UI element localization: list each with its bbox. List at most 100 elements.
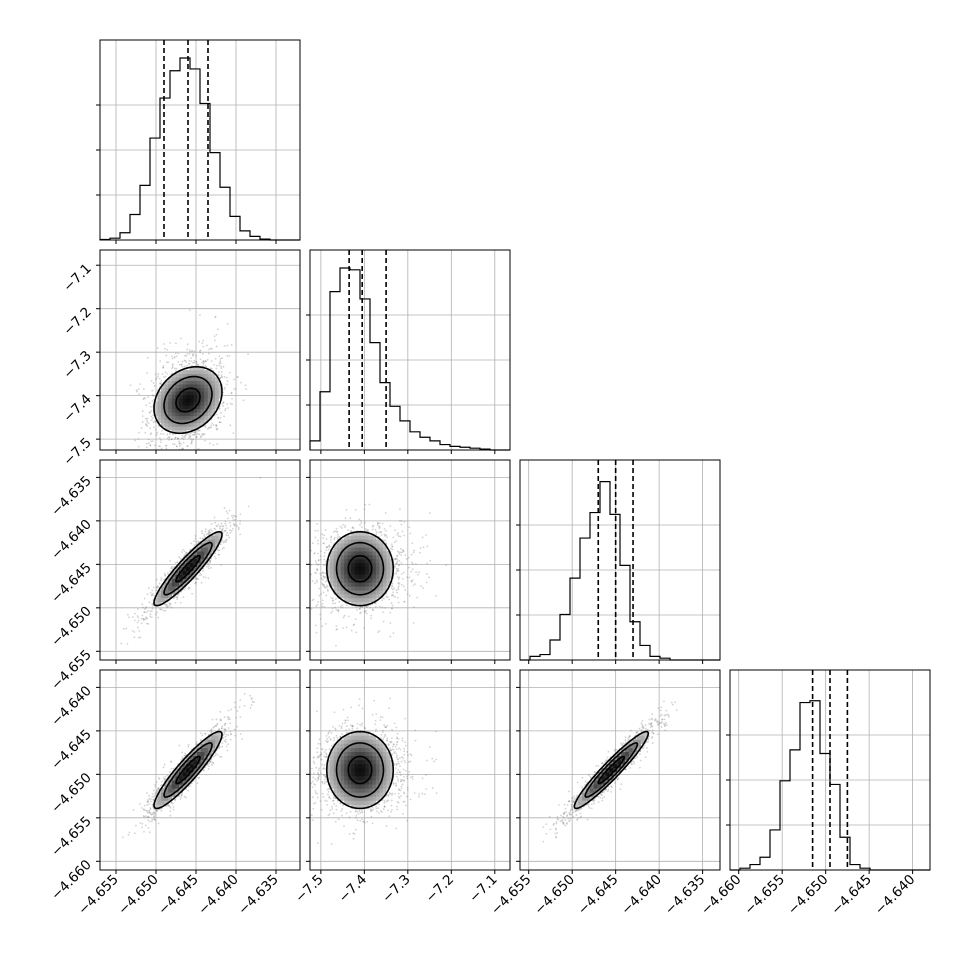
scatter-point — [233, 378, 235, 381]
scatter-point — [171, 366, 174, 369]
scatter-point — [175, 367, 178, 370]
scatter-point — [209, 560, 212, 562]
scatter-point — [411, 568, 414, 571]
scatter-point — [324, 586, 327, 589]
density-cell — [347, 586, 352, 591]
scatter-point — [188, 348, 191, 351]
scatter-point — [404, 589, 406, 591]
density-cell — [182, 562, 187, 568]
scatter-point — [215, 424, 218, 427]
scatter-point — [395, 540, 398, 542]
scatter-point — [218, 421, 221, 424]
scatter-point — [215, 423, 218, 426]
scatter-point — [422, 587, 424, 589]
contour-line — [335, 541, 385, 596]
scatter-point — [212, 423, 215, 426]
scatter-point — [208, 530, 211, 532]
scatter-point — [186, 433, 189, 435]
density-cell — [379, 574, 384, 579]
scatter-point — [172, 566, 175, 568]
scatter-point — [311, 580, 314, 583]
density-cell — [358, 539, 363, 544]
scatter-point — [228, 354, 231, 357]
scatter-point — [225, 527, 228, 530]
scatter-point — [193, 350, 196, 353]
scatter-point — [144, 423, 147, 426]
density-cell — [368, 594, 373, 599]
scatter-point — [310, 607, 313, 610]
scatter-point — [412, 551, 415, 554]
scatter-point — [164, 574, 167, 576]
scatter-point — [397, 535, 400, 537]
scatter-point — [386, 536, 388, 539]
density-cell — [361, 531, 366, 536]
density-cell — [197, 551, 201, 556]
scatter-point — [226, 355, 229, 357]
scatter-point — [391, 607, 394, 610]
scatter-point — [219, 543, 222, 546]
density-cell — [157, 598, 162, 603]
scatter-point — [296, 576, 298, 578]
scatter-point — [328, 544, 331, 547]
scatter-point — [192, 361, 194, 364]
density-cell — [182, 422, 187, 427]
scatter-point — [166, 450, 168, 452]
scatter-point — [204, 530, 207, 533]
density-cell — [358, 570, 363, 575]
scatter-point — [209, 561, 211, 564]
scatter-point — [435, 594, 438, 597]
density-cell — [337, 590, 341, 595]
density-cell — [333, 586, 338, 591]
scatter-point — [395, 562, 397, 565]
scatter-point — [303, 564, 305, 566]
scatter-point — [396, 550, 399, 553]
scatter-point — [159, 382, 162, 385]
density-cell — [354, 562, 359, 568]
density-cell — [171, 582, 176, 587]
scatter-point — [149, 613, 152, 616]
scatter-point — [195, 577, 198, 580]
scatter-point — [325, 594, 328, 597]
density-cell — [153, 401, 158, 406]
grid-lines — [100, 250, 300, 450]
scatter-point — [134, 439, 136, 442]
density-cell — [193, 380, 198, 385]
density-cell — [197, 422, 201, 427]
density-cell — [365, 555, 370, 560]
density-cell — [354, 539, 359, 544]
density-cell — [372, 551, 377, 556]
scatter-point — [177, 352, 180, 355]
density-cell — [368, 539, 373, 544]
scatter-point — [218, 421, 221, 424]
density-cell — [175, 426, 180, 431]
scatter-point — [152, 586, 155, 589]
scatter-point — [174, 602, 177, 604]
scatter-point — [342, 616, 345, 619]
y-tick-label: −7.1 — [60, 261, 94, 295]
scatter-point — [290, 600, 292, 602]
scatter-point — [236, 376, 239, 379]
scatter-point — [207, 426, 210, 429]
density-cell — [354, 543, 359, 548]
scatter-point — [166, 433, 169, 436]
scatter-point — [317, 552, 320, 555]
scatter-point — [150, 409, 153, 412]
scatter-point — [234, 518, 237, 521]
contour-line — [325, 530, 395, 607]
density-cell — [168, 408, 173, 413]
density-cell — [354, 566, 359, 571]
scatter-point — [398, 551, 400, 554]
scatter-point — [173, 443, 176, 446]
density-cell — [168, 401, 173, 406]
scatter-point — [188, 309, 191, 312]
scatter-point — [324, 622, 327, 625]
density-cell — [382, 582, 387, 587]
density-cell — [179, 370, 183, 374]
scatter-point — [175, 445, 178, 448]
scatter-point — [354, 508, 357, 511]
density-cell — [358, 551, 363, 556]
scatter-point — [393, 541, 396, 544]
scatter-point — [391, 588, 394, 591]
density-cell — [358, 590, 363, 595]
density-cell — [365, 562, 370, 568]
